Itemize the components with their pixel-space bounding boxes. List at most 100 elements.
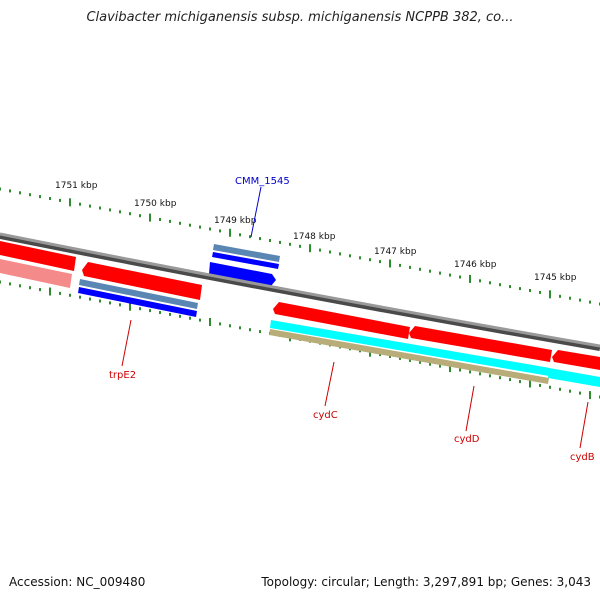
minor-tick [409, 265, 411, 269]
minor-tick [459, 275, 461, 279]
major-tick [589, 391, 591, 400]
backbone [0, 232, 600, 348]
minor-tick [419, 360, 421, 364]
major-tick [149, 213, 151, 222]
major-tick [389, 259, 391, 268]
minor-tick [109, 208, 111, 212]
minor-tick [369, 258, 371, 262]
minor-tick [439, 364, 441, 368]
minor-tick [159, 311, 161, 314]
minor-tick [429, 362, 431, 366]
minor-tick [9, 189, 11, 193]
minor-tick [299, 244, 301, 248]
scale-label-1751: 1751 kbp [55, 181, 98, 191]
gene-label-cydD[interactable]: cydD [454, 434, 480, 445]
cmm1545-arrow [209, 262, 276, 286]
minor-tick [209, 227, 211, 231]
minor-tick [279, 240, 281, 244]
minor-tick [79, 295, 81, 299]
minor-tick [179, 221, 181, 225]
feature-cydD[interactable] [409, 326, 552, 362]
minor-tick [0, 187, 1, 191]
minor-tick [569, 296, 571, 300]
major-tick [549, 290, 551, 299]
minor-tick [239, 233, 241, 237]
minor-tick [39, 288, 41, 292]
minor-tick [409, 358, 411, 362]
leader-lines [121, 186, 589, 449]
minor-tick [509, 285, 511, 289]
minor-tick [49, 197, 51, 200]
minor-tick [39, 195, 41, 199]
minor-tick [109, 301, 111, 305]
gene-label-cydC[interactable]: cydC [313, 410, 338, 421]
cydB-cyan-bar [548, 368, 600, 387]
trpE2-cds-bar [78, 287, 197, 317]
scale-label-1749: 1749 kbp [214, 216, 257, 226]
minor-tick [549, 385, 551, 389]
minor-tick [119, 210, 121, 214]
minor-tick [219, 229, 221, 233]
minor-tick [0, 280, 1, 284]
minor-tick [189, 316, 191, 320]
gene-label-trpE2[interactable]: trpE2 [109, 370, 136, 381]
minor-tick [169, 219, 171, 223]
feature-cydB[interactable] [548, 350, 600, 387]
minor-tick [569, 389, 571, 393]
major-tick [129, 302, 131, 311]
major-tick [309, 244, 311, 253]
cydC-arrow [273, 302, 410, 339]
minor-tick [359, 256, 361, 260]
minor-tick [379, 353, 381, 357]
minor-tick [499, 283, 501, 287]
cmm1545-gene-bar [213, 244, 280, 262]
minor-tick [199, 225, 201, 229]
major-tick [209, 318, 211, 326]
gene-label-cydB[interactable]: cydB [570, 452, 595, 463]
minor-tick [89, 204, 91, 208]
minor-tick [239, 326, 241, 330]
minor-tick [269, 239, 271, 242]
feature-cydC[interactable] [269, 302, 550, 384]
minor-tick [9, 282, 11, 286]
cmm1545-cds-bar [212, 252, 279, 269]
minor-tick [479, 279, 481, 283]
minor-tick [479, 372, 481, 376]
minor-tick [339, 252, 341, 256]
minor-tick [539, 290, 541, 294]
minor-tick [489, 374, 491, 378]
minor-tick [429, 269, 431, 273]
minor-tick [249, 328, 251, 332]
minor-tick [249, 235, 251, 239]
minor-tick [419, 267, 421, 271]
minor-tick [19, 191, 21, 195]
minor-tick [29, 193, 31, 197]
minor-tick [219, 322, 221, 326]
cydD-arrow [409, 326, 552, 362]
cydB-arrow [552, 350, 600, 370]
scale-label-1747: 1747 kbp [374, 247, 417, 257]
minor-tick [449, 273, 451, 277]
minor-tick [59, 198, 61, 202]
feature-left-partial[interactable] [0, 241, 76, 288]
minor-tick [259, 237, 261, 241]
major-tick [49, 287, 51, 296]
minor-tick [489, 281, 491, 285]
minor-tick [499, 376, 501, 380]
minor-tick [119, 303, 121, 307]
minor-tick [79, 202, 81, 206]
accession-text: Accession: NC_009480 [9, 575, 146, 589]
feature-trpE2[interactable] [78, 262, 202, 317]
scale-label-1748: 1748 kbp [293, 232, 336, 242]
minor-tick [559, 387, 561, 391]
major-tick [69, 198, 71, 207]
scale-labels: 1751 kbp 1750 kbp 1749 kbp 1748 kbp 1747… [55, 181, 577, 283]
gene-label-cmm1545[interactable]: CMM_1545 [235, 176, 290, 187]
minor-tick [379, 260, 381, 264]
minor-tick [349, 254, 351, 258]
feature-cmm1545[interactable] [209, 244, 280, 286]
minor-tick [259, 330, 261, 334]
scale-label-1750: 1750 kbp [134, 199, 177, 209]
minor-tick [69, 293, 71, 297]
